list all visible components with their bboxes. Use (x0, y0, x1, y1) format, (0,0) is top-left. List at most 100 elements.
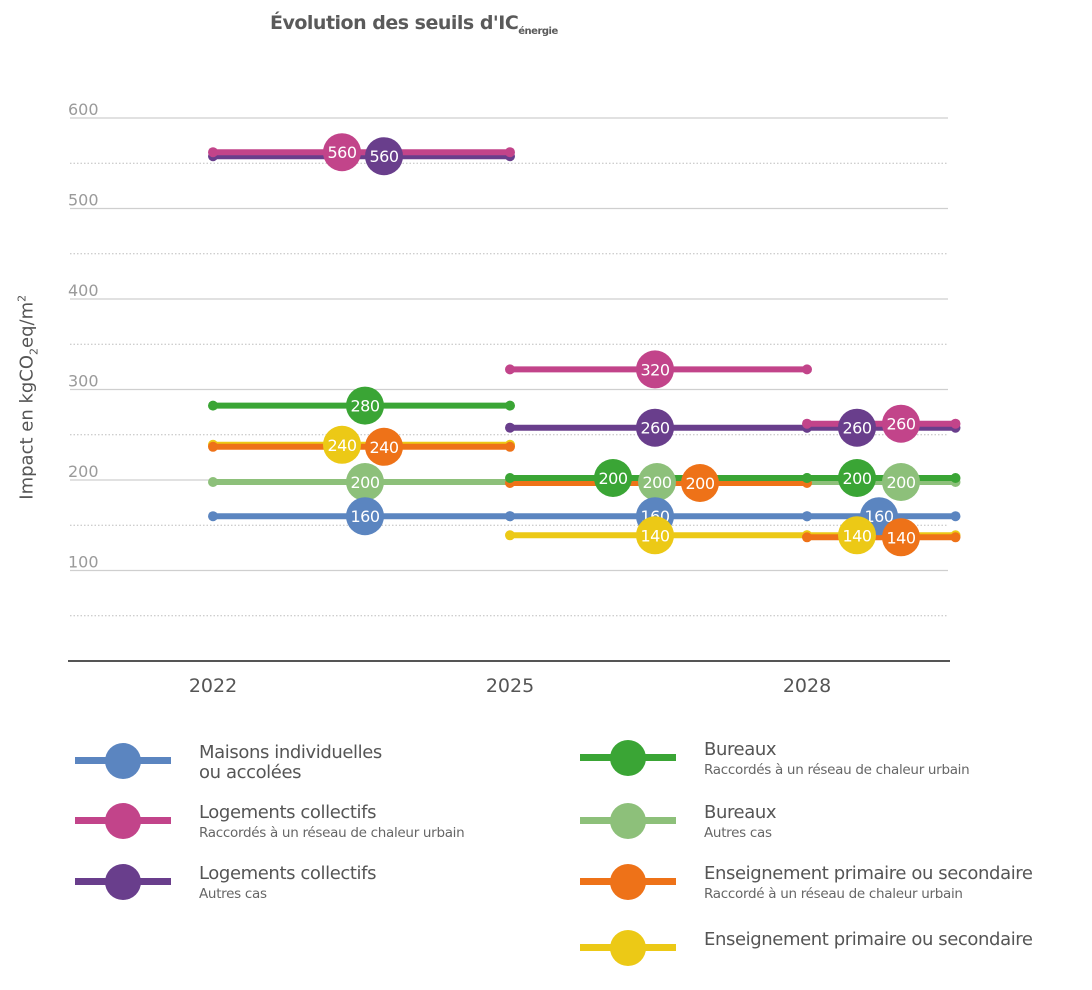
legend-sublabel: Autres cas (199, 885, 267, 902)
data-marker (594, 459, 632, 497)
segment-end-dot (950, 418, 961, 429)
data-marker (638, 463, 676, 501)
chart-plot: 100 200 300 400 500 600 2022 2025 2028 200 200 200 1… (68, 100, 961, 697)
segment-end-dot (208, 400, 218, 411)
y-tick-label: 200 (68, 462, 99, 481)
legend-label: Enseignement primaire ou secondaire (704, 929, 1033, 950)
legend-sublabel: Raccordés à un réseau de chaleur urbain (704, 761, 970, 778)
segment-end-dot (802, 532, 812, 543)
y-tick-label: 300 (68, 372, 99, 391)
segment-end-dot (505, 400, 515, 411)
legend-swatch-icon (580, 803, 676, 839)
data-marker (882, 518, 920, 557)
x-tick-label: 2025 (486, 675, 534, 697)
segment-end-dot (802, 418, 812, 429)
legend-sublabel: Raccordés à un réseau de chaleur urbain (199, 824, 465, 841)
legend-label: ou accolées (199, 761, 302, 783)
data-label: 140 (842, 526, 871, 545)
data-label: 140 (886, 528, 915, 547)
legend-text: Enseignement primaire ou secondaire (704, 930, 1033, 950)
x-tick-label: 2028 (783, 675, 831, 697)
chart-title: Évolution des seuils d'ICénergie (270, 12, 558, 37)
legend-swatch-icon (580, 740, 676, 776)
legend-label: Logements collectifs (199, 802, 377, 823)
legend-label: Enseignement primaire ou secondaire (704, 863, 1033, 884)
legend-swatch-icon (580, 930, 676, 966)
data-marker (636, 516, 674, 555)
legend-text: Logements collectifs Raccordés à un résea… (199, 802, 465, 841)
data-marker (636, 408, 674, 447)
data-label: 260 (842, 419, 871, 438)
segment-end-dot (505, 364, 515, 375)
legend-text: Enseignement primaire ou secondaire Racco… (704, 864, 1033, 902)
y-tick-label: 100 (68, 553, 99, 572)
data-marker (681, 464, 719, 502)
segment-end-dot (505, 422, 515, 433)
data-marker (882, 463, 920, 501)
y-tick-label: 400 (68, 281, 99, 300)
data-marker (323, 133, 361, 172)
legend-item: Bureaux Autres cas (580, 803, 777, 841)
data-label: 200 (685, 474, 714, 493)
legend-item: Logements collectifs Autres cas (75, 864, 376, 902)
legend-text: Bureaux Raccordés à un réseau de chaleur … (704, 739, 970, 778)
segment-end-dot (208, 477, 218, 487)
legend-item: Bureaux Raccordés à un réseau de chaleur … (580, 739, 970, 778)
data-label: 260 (640, 419, 669, 438)
legend-label: Maisons individuelles (199, 742, 382, 763)
segment-end-dot (505, 441, 515, 452)
data-label: 160 (350, 507, 379, 526)
legend-item: Enseignement primaire ou secondaire (580, 930, 1033, 966)
data-label: 280 (350, 397, 379, 416)
segment-end-dot (950, 511, 961, 522)
legend-label: Bureaux (704, 739, 777, 760)
data-label: 240 (369, 438, 398, 457)
data-marker (838, 408, 876, 447)
y-tick-label: 500 (68, 191, 99, 210)
segment-end-dot (505, 473, 515, 483)
legend-sublabel: Autres cas (704, 824, 772, 841)
legend-item: Enseignement primaire ou secondaire Racco… (580, 864, 1033, 902)
segment-end-dot (208, 147, 218, 158)
segment-end-dot (802, 364, 812, 375)
legend-sublabel: Raccordé à un réseau de chaleur urbain (704, 885, 963, 902)
segment-end-dot (208, 511, 218, 522)
data-marker (838, 459, 876, 497)
x-tick-label: 2022 (189, 675, 237, 697)
legend-label: Logements collectifs (199, 863, 377, 884)
legend-item: Maisons individuelles ou accolées (75, 743, 382, 783)
segment-end-dot (505, 147, 515, 158)
data-marker (323, 425, 361, 464)
segment-end-dot (505, 511, 515, 522)
legend-swatch-icon (580, 864, 676, 900)
segment-end-dot (802, 473, 812, 483)
segment-end-dot (208, 441, 218, 452)
legend-swatch-icon (75, 864, 171, 900)
data-label: 240 (327, 436, 356, 455)
data-marker (882, 404, 920, 443)
data-label: 320 (640, 360, 669, 379)
data-label: 200 (842, 469, 871, 488)
legend-swatch-icon (75, 743, 171, 779)
data-label: 260 (886, 415, 915, 434)
segment-end-dot (950, 532, 961, 543)
data-marker (838, 516, 876, 555)
data-marker (346, 463, 384, 501)
segment-end-dot (950, 473, 961, 483)
data-marker (346, 497, 384, 536)
segment-end-dot (505, 530, 515, 541)
segment-end-dot (802, 511, 812, 522)
data-label: 200 (886, 473, 915, 492)
data-label: 560 (369, 147, 398, 166)
legend-swatch-icon (75, 803, 171, 839)
data-marker (365, 137, 403, 176)
data-label: 200 (598, 469, 627, 488)
data-marker (365, 427, 403, 466)
data-label: 560 (327, 143, 356, 162)
data-label: 160 (864, 507, 893, 526)
legend-text: Maisons individuelles ou accolées (199, 743, 382, 783)
legend-text: Bureaux Autres cas (704, 803, 777, 841)
y-tick-label: 600 (68, 100, 99, 119)
data-marker (636, 350, 674, 389)
data-marker (346, 386, 384, 425)
